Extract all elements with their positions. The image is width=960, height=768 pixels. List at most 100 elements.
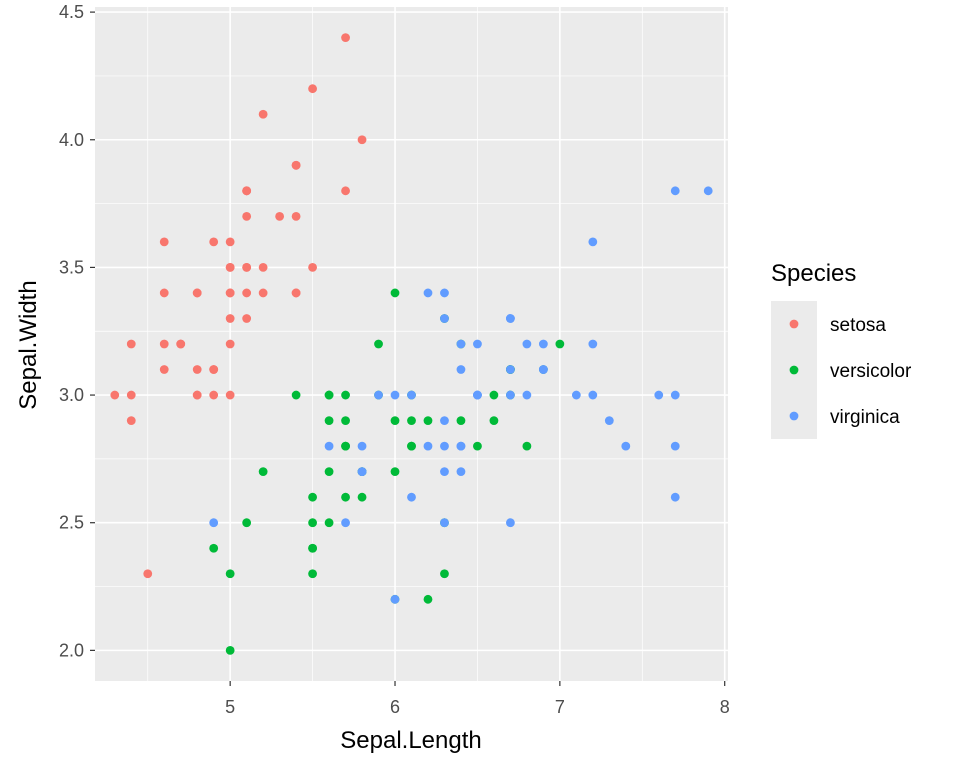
- axis-ticks: [90, 11, 726, 686]
- point-setosa: [291, 288, 301, 298]
- point-versicolor: [242, 518, 252, 528]
- point-virginica: [440, 314, 449, 323]
- y-tick-label: 4.0: [59, 130, 84, 150]
- x-tick-label: 5: [225, 697, 235, 717]
- point-virginica: [588, 390, 598, 400]
- point-virginica: [604, 416, 614, 425]
- point-setosa: [126, 390, 136, 400]
- point-setosa: [275, 211, 285, 221]
- y-axis-title: Sepal.Width: [15, 280, 42, 409]
- point-versicolor: [440, 569, 449, 579]
- point-versicolor: [225, 645, 235, 655]
- y-tick-label: 2.5: [59, 513, 84, 533]
- point-virginica: [670, 441, 680, 451]
- point-versicolor: [341, 390, 350, 400]
- minor-gridlines: [95, 7, 728, 681]
- point-setosa: [258, 288, 268, 298]
- point-setosa: [192, 365, 202, 374]
- point-setosa: [126, 339, 136, 349]
- point-versicolor: [209, 543, 219, 553]
- point-setosa: [126, 416, 136, 425]
- point-setosa: [209, 237, 219, 247]
- point-versicolor: [308, 543, 317, 553]
- point-setosa: [291, 160, 301, 170]
- point-virginica: [654, 390, 664, 400]
- point-versicolor: [374, 339, 383, 349]
- point-setosa: [341, 33, 350, 43]
- y-tick-label: 3.0: [59, 385, 84, 405]
- point-versicolor: [489, 390, 499, 400]
- point-virginica: [506, 365, 515, 374]
- point-virginica: [621, 441, 631, 451]
- point-versicolor: [390, 288, 400, 298]
- legend-label: virginica: [830, 407, 900, 428]
- point-virginica: [670, 390, 680, 400]
- point-virginica: [423, 288, 433, 298]
- point-virginica: [670, 186, 680, 196]
- point-virginica: [390, 390, 400, 400]
- point-versicolor: [423, 416, 433, 425]
- y-tick-labels: 2.0 2.5 3.0 3.5 4.0 4.5: [59, 2, 84, 660]
- point-virginica: [456, 365, 466, 374]
- point-virginica: [456, 339, 466, 349]
- point-virginica: [456, 467, 466, 477]
- point-setosa: [258, 109, 268, 119]
- legend-item-versicolor: versicolor: [771, 347, 912, 393]
- point-setosa: [159, 237, 169, 247]
- legend-item-virginica: virginica: [771, 393, 900, 439]
- point-setosa: [225, 237, 235, 247]
- point-virginica: [440, 441, 449, 451]
- point-virginica: [423, 441, 433, 451]
- point-virginica: [522, 339, 532, 349]
- point-versicolor: [341, 416, 350, 425]
- x-tick-label: 6: [390, 697, 400, 717]
- point-setosa: [159, 288, 169, 298]
- point-virginica: [390, 594, 400, 604]
- y-tick-label: 3.5: [59, 257, 84, 277]
- point-versicolor: [308, 492, 317, 502]
- point-virginica: [456, 441, 466, 451]
- point-setosa: [242, 211, 252, 221]
- point-virginica: [506, 518, 515, 528]
- point-versicolor: [489, 416, 499, 425]
- legend-key-point: [789, 319, 799, 329]
- legend-label: versicolor: [830, 361, 912, 382]
- point-virginica: [473, 390, 482, 400]
- point-setosa: [159, 339, 169, 349]
- point-virginica: [440, 416, 449, 425]
- legend-label: setosa: [830, 315, 886, 336]
- point-setosa: [143, 569, 153, 579]
- point-virginica: [588, 237, 598, 247]
- point-versicolor: [324, 518, 334, 528]
- point-setosa: [242, 263, 252, 272]
- point-virginica: [588, 339, 598, 349]
- plot-panel: [95, 7, 728, 681]
- point-setosa: [225, 288, 235, 298]
- point-virginica: [670, 492, 680, 502]
- point-setosa: [225, 263, 235, 272]
- legend-item-setosa: setosa: [771, 301, 886, 347]
- point-virginica: [522, 390, 532, 400]
- point-virginica: [440, 518, 449, 528]
- point-virginica: [473, 339, 482, 349]
- point-versicolor: [357, 492, 367, 502]
- point-virginica: [538, 339, 548, 349]
- point-setosa: [209, 365, 219, 374]
- x-tick-labels: 5 6 7 8: [225, 697, 730, 717]
- point-virginica: [357, 441, 367, 451]
- point-virginica: [407, 492, 416, 502]
- data-points: [110, 33, 713, 655]
- point-virginica: [440, 288, 449, 298]
- point-virginica: [506, 390, 515, 400]
- point-versicolor: [555, 339, 565, 349]
- point-setosa: [225, 314, 235, 323]
- point-setosa: [308, 263, 317, 272]
- series-virginica: [209, 186, 713, 604]
- point-virginica: [357, 467, 367, 477]
- point-setosa: [258, 263, 268, 272]
- legend-key-point: [789, 411, 799, 421]
- point-versicolor: [341, 441, 350, 451]
- point-setosa: [242, 186, 252, 196]
- point-versicolor: [308, 569, 317, 579]
